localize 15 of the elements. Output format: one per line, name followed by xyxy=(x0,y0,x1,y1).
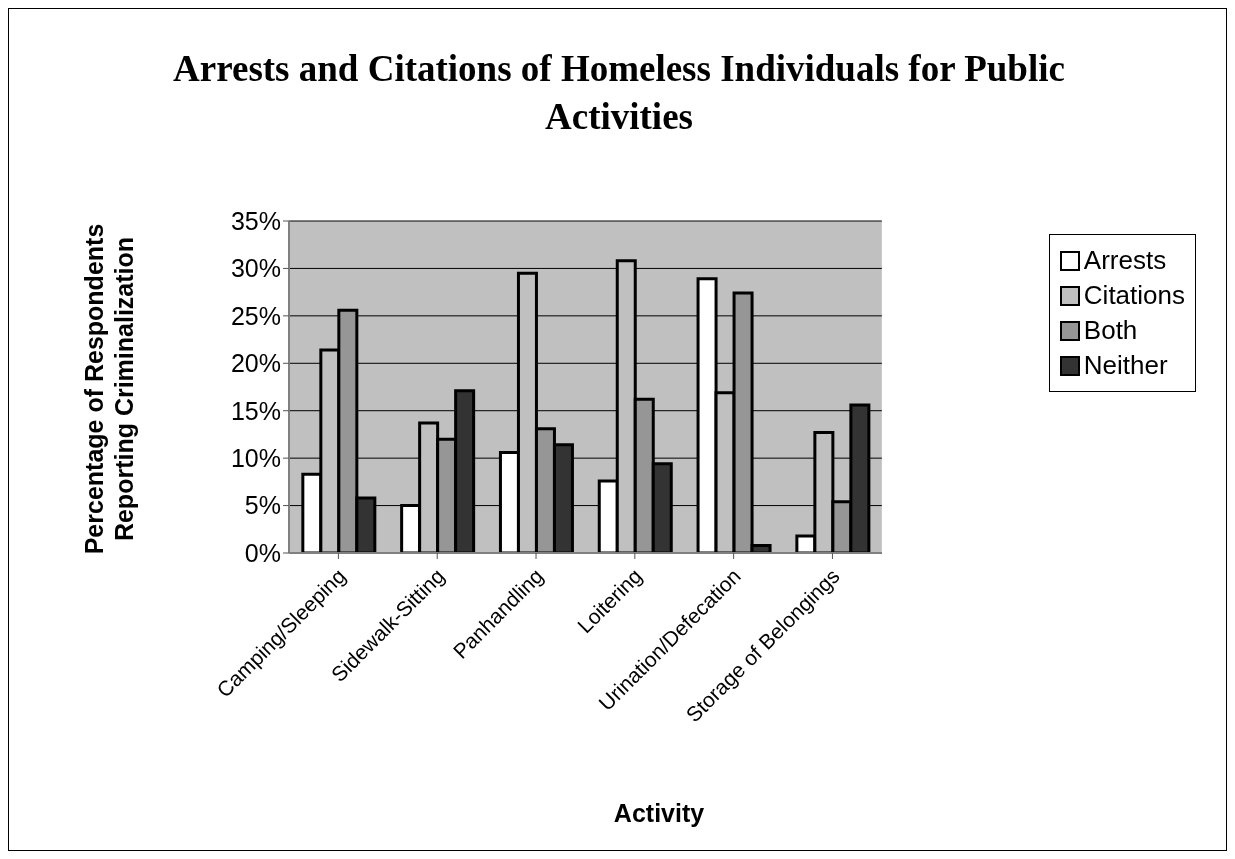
y-tick-label: 25% xyxy=(230,301,281,330)
y-tick-label: 5% xyxy=(244,491,281,520)
chart-title: Arrests and Citations of Homeless Individuals for Public Activities xyxy=(172,47,1066,139)
y-tick-label: 15% xyxy=(230,396,281,425)
x-axis-title: Activity xyxy=(612,799,706,828)
y-axis-title: Percentage of Respondents Reporting Criminalization xyxy=(79,222,139,557)
y-tick-label: 30% xyxy=(230,254,281,283)
legend-label: Both xyxy=(1083,315,1138,346)
legend-label: Neither xyxy=(1083,350,1168,381)
y-tick-label: 10% xyxy=(230,444,281,473)
y-tick-label: 20% xyxy=(230,349,281,378)
y-tick-label: 35% xyxy=(230,206,281,235)
y-tick-label: 0% xyxy=(244,538,281,567)
legend-label: Citations xyxy=(1083,280,1185,311)
legend-label: Arrests xyxy=(1083,245,1167,276)
